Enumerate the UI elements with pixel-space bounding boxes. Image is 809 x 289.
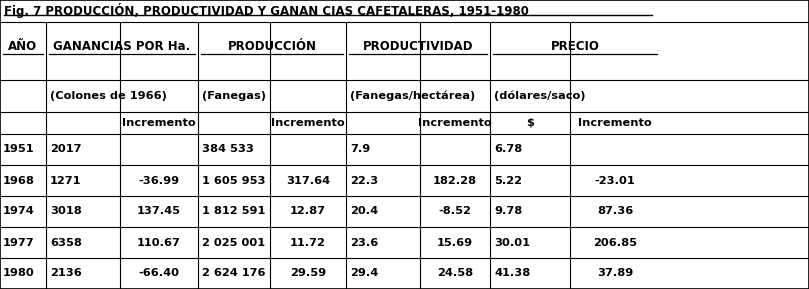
Text: 206.85: 206.85: [593, 238, 637, 247]
Text: $: $: [526, 118, 534, 128]
Text: GANANCIAS POR Ha.: GANANCIAS POR Ha.: [53, 40, 191, 53]
Text: 37.89: 37.89: [597, 268, 633, 279]
Text: 7.9: 7.9: [350, 144, 371, 155]
Text: 1974: 1974: [3, 207, 35, 216]
Text: 2 624 176: 2 624 176: [202, 268, 265, 279]
Text: 3018: 3018: [50, 207, 82, 216]
Text: 24.58: 24.58: [437, 268, 473, 279]
Text: 182.28: 182.28: [433, 175, 477, 186]
Text: 6358: 6358: [50, 238, 82, 247]
Text: Incremento: Incremento: [122, 118, 196, 128]
Text: 384 533: 384 533: [202, 144, 254, 155]
Text: 23.6: 23.6: [350, 238, 379, 247]
Text: 15.69: 15.69: [437, 238, 473, 247]
Text: PRODUCCIÓN: PRODUCCIÓN: [227, 40, 316, 53]
Text: -23.01: -23.01: [595, 175, 635, 186]
Text: Incremento: Incremento: [578, 118, 652, 128]
Text: 9.78: 9.78: [494, 207, 523, 216]
Text: 29.59: 29.59: [290, 268, 326, 279]
Text: 12.87: 12.87: [290, 207, 326, 216]
Text: 2136: 2136: [50, 268, 82, 279]
Text: -8.52: -8.52: [438, 207, 472, 216]
Text: 1 812 591: 1 812 591: [202, 207, 265, 216]
Text: 1980: 1980: [3, 268, 35, 279]
Text: -36.99: -36.99: [138, 175, 180, 186]
Text: 317.64: 317.64: [286, 175, 330, 186]
Text: 5.22: 5.22: [494, 175, 522, 186]
Text: 29.4: 29.4: [350, 268, 379, 279]
Text: Incremento: Incremento: [418, 118, 492, 128]
Text: Fig. 7 PRODUCCIÓN, PRODUCTIVIDAD Y GANAN CIAS CAFETALERAS, 1951-1980: Fig. 7 PRODUCCIÓN, PRODUCTIVIDAD Y GANAN…: [4, 3, 529, 18]
Text: 1951: 1951: [3, 144, 35, 155]
Text: 2017: 2017: [50, 144, 82, 155]
Text: 30.01: 30.01: [494, 238, 530, 247]
Text: 6.78: 6.78: [494, 144, 523, 155]
Text: (dólares/saco): (dólares/saco): [494, 91, 586, 101]
Text: AÑO: AÑO: [8, 40, 37, 53]
Text: -66.40: -66.40: [138, 268, 180, 279]
Text: 110.67: 110.67: [137, 238, 181, 247]
Text: 11.72: 11.72: [290, 238, 326, 247]
Text: Incremento: Incremento: [271, 118, 345, 128]
Text: (Colones de 1966): (Colones de 1966): [50, 91, 167, 101]
Text: (Fanegas/hectárea): (Fanegas/hectárea): [350, 91, 475, 101]
Text: 20.4: 20.4: [350, 207, 378, 216]
Text: 41.38: 41.38: [494, 268, 530, 279]
Text: 87.36: 87.36: [597, 207, 633, 216]
Text: (Fanegas): (Fanegas): [202, 91, 266, 101]
Text: 1977: 1977: [3, 238, 35, 247]
Text: 1 605 953: 1 605 953: [202, 175, 265, 186]
Text: PRECIO: PRECIO: [551, 40, 599, 53]
Text: 2 025 001: 2 025 001: [202, 238, 265, 247]
Text: 1271: 1271: [50, 175, 82, 186]
Text: 1968: 1968: [3, 175, 35, 186]
Text: 22.3: 22.3: [350, 175, 378, 186]
Text: 137.45: 137.45: [137, 207, 181, 216]
Text: PRODUCTIVIDAD: PRODUCTIVIDAD: [362, 40, 473, 53]
